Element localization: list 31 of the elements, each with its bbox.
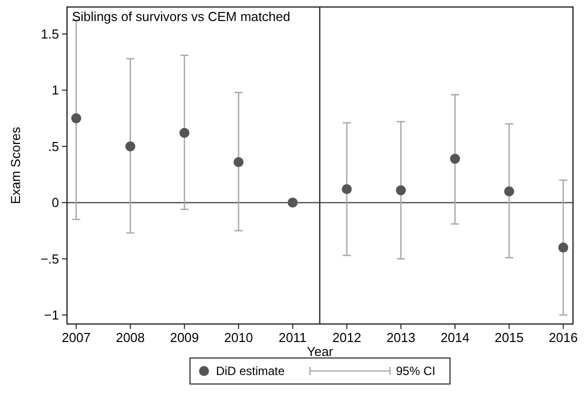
y-tick-label: 0 <box>52 195 59 210</box>
x-tick-label: 2016 <box>548 330 578 345</box>
y-tick-label: 1 <box>52 82 59 98</box>
x-tick-label: 2012 <box>332 330 362 345</box>
y-tick-label: −1 <box>44 308 59 323</box>
point <box>396 185 406 196</box>
x-tick-label: 2010 <box>224 330 254 345</box>
text: 95% CI <box>396 364 436 378</box>
legend-label: DiD estimate <box>216 364 286 378</box>
x-tick-label: 2008 <box>116 330 145 345</box>
y-tick-label: 1.5 <box>40 26 59 42</box>
x-tick-label: 2011 <box>278 330 307 345</box>
point <box>504 186 514 196</box>
y-tick-label: −.5 <box>40 251 59 266</box>
point <box>179 128 190 138</box>
y-axis-title: Exam Scores <box>8 126 23 204</box>
point <box>558 242 568 253</box>
x-tick-label: 2015 <box>494 330 524 345</box>
chart-title: Siblings of survivors vs CEM matched <box>72 9 290 24</box>
x-tick-label: 2007 <box>62 330 91 345</box>
point <box>288 198 298 208</box>
y-tick-label: .5 <box>48 138 59 154</box>
point <box>125 141 136 152</box>
point <box>234 157 244 168</box>
x-tick-label: 2013 <box>386 330 416 345</box>
point <box>342 184 352 194</box>
x-tick-label: 2014 <box>440 330 470 345</box>
point <box>450 154 460 164</box>
x-tick-label: 2009 <box>170 330 199 345</box>
point <box>71 113 82 124</box>
x-axis-title: Year <box>306 344 334 359</box>
